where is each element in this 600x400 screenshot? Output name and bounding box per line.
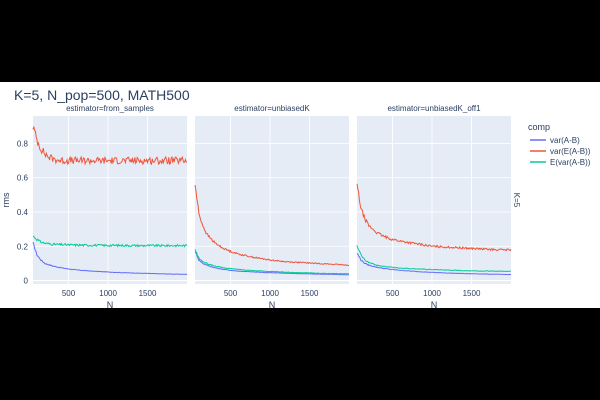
- y-tick-label: 0.8: [17, 139, 29, 148]
- legend-title: comp: [528, 122, 550, 132]
- figure-area: K=5, N_pop=500, MATH500 estimator=from_s…: [0, 82, 600, 310]
- panel-subtitle-unbiasedk-off1: estimator=unbiasedK_off1: [387, 104, 481, 113]
- x-axis-label-unbiasedk-off1: N: [431, 300, 438, 308]
- x-tick-label: 1500: [301, 289, 319, 298]
- legend-label-var-a-b: var(A-B): [550, 136, 580, 145]
- series-line-e-var-a-b-: [356, 245, 512, 273]
- x-tick-label: 500: [386, 289, 400, 298]
- legend-label-var-e-a-b: var(E(A-B)): [550, 147, 591, 156]
- panel-from-samples: estimator=from_samples 500 1000 1500: [32, 104, 188, 298]
- chart-title: K=5, N_pop=500, MATH500: [14, 87, 190, 103]
- series-line-var-e-a-b-: [194, 185, 350, 267]
- series-line-var-a-b-: [356, 253, 511, 276]
- plot-bg-unbiasedk-off1: [357, 116, 511, 284]
- panel-subtitle-from-samples: estimator=from_samples: [66, 104, 154, 113]
- series-line-var-a-b-: [32, 241, 188, 275]
- x-tick-label: 1000: [423, 289, 441, 298]
- legend: comp var(A-B) var(E(A-B)) E(var(A-B)): [528, 122, 591, 167]
- x-tick-label: 1500: [139, 289, 157, 298]
- legend-label-e-var-a-b: E(var(A-B)): [550, 158, 591, 167]
- series-line-e-var-a-b-: [194, 249, 350, 275]
- series-line-var-a-b-: [194, 251, 350, 276]
- series-line-var-e-a-b-: [356, 183, 512, 252]
- legend-item-var-e-a-b[interactable]: var(E(A-B)): [530, 147, 591, 156]
- y-tick-label: 0: [24, 277, 29, 286]
- plot-bg-unbiasedk: [195, 116, 349, 284]
- facet-row-label: K=5: [512, 193, 521, 208]
- y-tick-label: 0.2: [17, 242, 29, 251]
- panel-unbiasedk: estimator=unbiasedK 500 1000 1500: [194, 104, 350, 298]
- x-tick-label: 1500: [463, 289, 481, 298]
- chart-svg: K=5, N_pop=500, MATH500 estimator=from_s…: [1, 87, 591, 310]
- x-tick-label: 1000: [99, 289, 117, 298]
- legend-item-var-a-b[interactable]: var(A-B): [530, 136, 580, 145]
- x-tick-label: 500: [62, 289, 76, 298]
- series-line-e-var-a-b-: [32, 235, 188, 248]
- plot-bg-from-samples: [33, 116, 187, 284]
- x-tick-label: 1000: [261, 289, 279, 298]
- x-axis-label-from-samples: N: [107, 300, 114, 308]
- panel-subtitle-unbiasedk: estimator=unbiasedK: [234, 104, 310, 113]
- x-tick-label: 500: [224, 289, 238, 298]
- legend-item-e-var-a-b[interactable]: E(var(A-B)): [530, 158, 591, 167]
- x-axis-label-unbiasedk: N: [269, 300, 276, 308]
- y-axis-ticks: 0 0.2 0.4 0.6 0.8: [17, 139, 29, 285]
- y-tick-label: 0.4: [17, 208, 29, 217]
- series-line-var-e-a-b-: [32, 126, 188, 166]
- panel-unbiasedk-off1: estimator=unbiasedK_off1 500 1000 1500: [356, 104, 512, 298]
- y-axis-label: rms: [1, 192, 11, 207]
- y-tick-label: 0.6: [17, 174, 29, 183]
